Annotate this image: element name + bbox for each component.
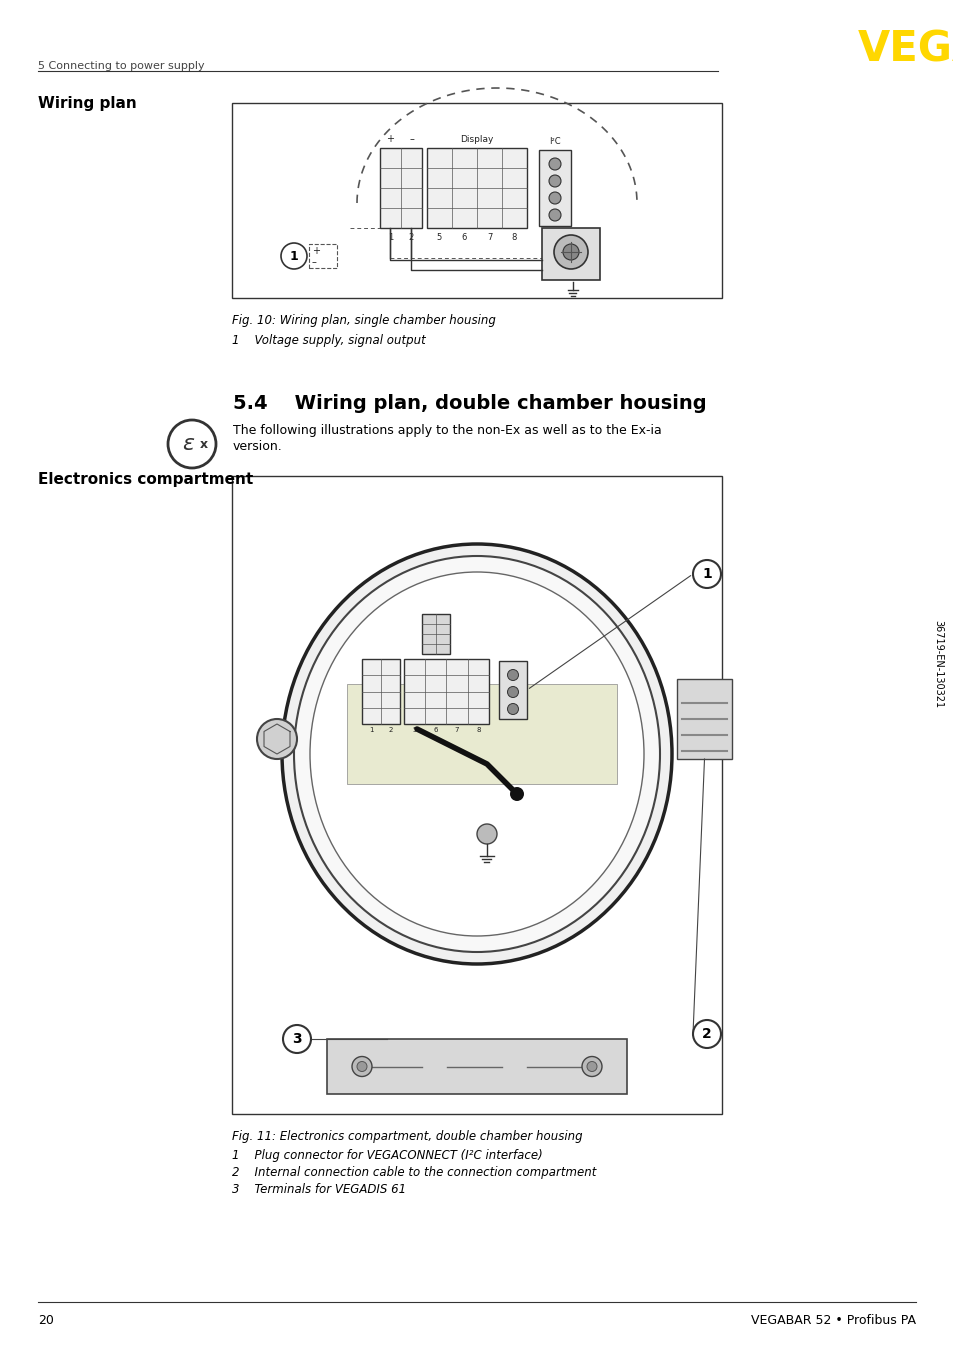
Bar [538, 150, 571, 226]
Circle shape [510, 787, 523, 802]
Bar [379, 148, 421, 227]
Ellipse shape [310, 571, 643, 936]
Text: 5: 5 [412, 727, 416, 733]
Text: 1: 1 [290, 249, 298, 263]
Bar [427, 148, 526, 227]
Text: Fig. 10: Wiring plan, single chamber housing: Fig. 10: Wiring plan, single chamber hou… [232, 314, 496, 328]
Circle shape [586, 1062, 597, 1071]
Circle shape [256, 719, 296, 760]
Text: 2: 2 [388, 727, 393, 733]
Ellipse shape [282, 544, 671, 964]
Text: I²C: I²C [508, 653, 517, 658]
Circle shape [476, 825, 497, 844]
Text: +: + [368, 647, 375, 655]
Text: –: – [312, 257, 316, 267]
Circle shape [281, 242, 307, 269]
Bar [347, 684, 617, 784]
Bar [361, 659, 399, 724]
Text: version.: version. [233, 440, 282, 454]
Text: 1: 1 [701, 567, 711, 581]
Text: –: – [409, 134, 414, 144]
Text: 3: 3 [292, 1032, 301, 1047]
Bar [327, 1039, 626, 1094]
Circle shape [356, 1062, 367, 1071]
Text: +: + [312, 246, 319, 256]
Text: $\varepsilon$: $\varepsilon$ [182, 435, 195, 454]
Text: 1    Plug connector for VEGACONNECT (I²C interface): 1 Plug connector for VEGACONNECT (I²C in… [232, 1150, 542, 1162]
Text: 1: 1 [388, 233, 393, 242]
Text: I²C: I²C [549, 137, 560, 146]
Text: 6: 6 [461, 233, 467, 242]
Text: 5 Connecting to power supply: 5 Connecting to power supply [38, 61, 204, 70]
Text: x: x [200, 437, 208, 451]
Circle shape [168, 420, 215, 468]
Circle shape [352, 1056, 372, 1076]
Text: Fig. 11: Electronics compartment, double chamber housing: Fig. 11: Electronics compartment, double… [232, 1131, 582, 1143]
Bar [309, 244, 336, 268]
Text: 36719-EN-130321: 36719-EN-130321 [932, 620, 942, 708]
Text: 2: 2 [701, 1026, 711, 1041]
Circle shape [548, 175, 560, 187]
Text: 2    Internal connection cable to the connection compartment: 2 Internal connection cable to the conne… [232, 1166, 596, 1179]
Text: 1    Voltage supply, signal output: 1 Voltage supply, signal output [232, 334, 425, 347]
Circle shape [692, 1020, 720, 1048]
Text: Display: Display [434, 650, 458, 655]
Text: The following illustrations apply to the non-Ex as well as to the Ex-ia: The following illustrations apply to the… [233, 424, 661, 437]
Circle shape [581, 1056, 601, 1076]
Text: 3    Terminals for VEGADIS 61: 3 Terminals for VEGADIS 61 [232, 1183, 406, 1196]
Bar [498, 661, 526, 719]
Ellipse shape [294, 556, 659, 952]
Text: 8: 8 [511, 233, 517, 242]
Bar [232, 477, 721, 1114]
Text: VEGABAR 52 • Profibus PA: VEGABAR 52 • Profibus PA [750, 1313, 915, 1327]
Text: 7: 7 [455, 727, 459, 733]
Bar [403, 659, 489, 724]
Circle shape [554, 236, 587, 269]
Text: 8: 8 [476, 727, 480, 733]
Circle shape [562, 244, 578, 260]
Text: 7: 7 [486, 233, 492, 242]
Text: 1: 1 [369, 727, 374, 733]
Text: +: + [386, 134, 395, 144]
Bar [541, 227, 599, 280]
Circle shape [507, 704, 518, 715]
Bar [677, 678, 731, 760]
Bar [421, 613, 450, 654]
Circle shape [507, 686, 518, 697]
Circle shape [548, 192, 560, 204]
Text: 5: 5 [436, 233, 441, 242]
Text: 2: 2 [409, 233, 414, 242]
Circle shape [283, 1025, 311, 1053]
Circle shape [548, 158, 560, 171]
Text: Wiring plan: Wiring plan [38, 96, 136, 111]
Circle shape [692, 561, 720, 588]
Bar [232, 103, 721, 298]
Circle shape [548, 209, 560, 221]
Text: 6: 6 [434, 727, 437, 733]
Text: Display: Display [460, 135, 493, 144]
Text: 20: 20 [38, 1313, 53, 1327]
Text: 5.4    Wiring plan, double chamber housing: 5.4 Wiring plan, double chamber housing [233, 394, 706, 413]
Text: –: – [388, 647, 392, 655]
Circle shape [507, 669, 518, 681]
Text: VEGA: VEGA [857, 28, 953, 70]
Text: Electronics compartment: Electronics compartment [38, 473, 253, 487]
